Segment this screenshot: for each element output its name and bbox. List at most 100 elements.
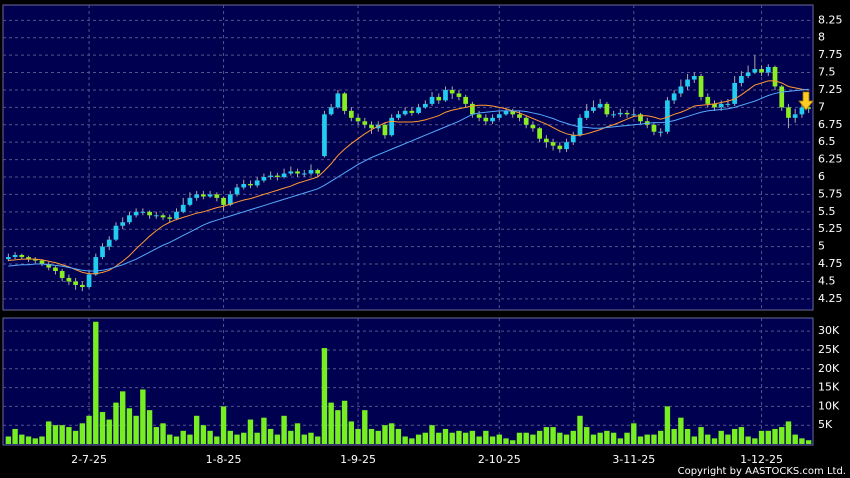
volume-bar — [261, 417, 267, 444]
volume-bar — [66, 427, 72, 444]
candle-body — [140, 211, 146, 213]
candle-body — [550, 142, 556, 146]
candle-body — [382, 124, 388, 136]
candle-body — [725, 103, 731, 105]
volume-bar — [395, 428, 402, 444]
volume-bar — [140, 389, 146, 444]
candle-body — [443, 89, 448, 101]
y-tick-label: 4.5 — [818, 274, 836, 287]
volume-bar — [691, 436, 698, 444]
volume-bar — [241, 432, 247, 444]
volume-bar — [86, 415, 92, 444]
volume-bar — [449, 432, 455, 444]
y-tick-label: 20K — [818, 362, 840, 375]
y-tick-label: 8.25 — [818, 13, 843, 26]
candle-body — [73, 281, 78, 285]
candle-body — [86, 274, 92, 288]
candle-body — [483, 117, 489, 122]
volume-bar — [247, 419, 254, 444]
volume-bar — [510, 440, 516, 444]
volume-bar — [610, 432, 617, 444]
candle-body — [698, 76, 704, 97]
candle-body — [322, 114, 327, 157]
candle-body — [463, 96, 469, 104]
candle-body — [113, 225, 119, 240]
candle-body — [631, 114, 637, 116]
candle-body — [275, 175, 280, 177]
candle-body — [678, 86, 684, 94]
copyright: Copyright by AASTOCKS.com Ltd. — [678, 466, 846, 477]
candle-body — [328, 107, 334, 115]
candle-body — [201, 194, 206, 197]
candle-body — [416, 107, 421, 113]
candle-body — [100, 246, 105, 258]
volume-bar — [543, 427, 550, 444]
y-tick-label: 30K — [818, 324, 840, 337]
volume-bar — [597, 432, 603, 444]
candle-body — [792, 114, 798, 118]
volume-bar — [167, 434, 173, 444]
candle-body — [409, 110, 415, 113]
volume-bar — [604, 430, 610, 444]
candle-body — [779, 86, 785, 108]
candle-body — [127, 215, 132, 223]
candle-body — [584, 110, 590, 118]
candle-body — [732, 82, 738, 104]
y-tick-label: 7.75 — [818, 48, 843, 61]
candle-body — [739, 76, 744, 83]
candle-body — [705, 96, 711, 104]
candle-body — [496, 114, 502, 118]
candle-body — [160, 215, 166, 218]
candle-body — [26, 257, 31, 260]
volume-bar — [462, 432, 469, 444]
volume-bar — [711, 438, 718, 444]
volume-bar — [382, 425, 388, 444]
candle-body — [557, 145, 563, 150]
volume-bar — [631, 423, 637, 444]
candle-body — [234, 187, 240, 195]
candle-body — [564, 142, 569, 150]
candle-body — [59, 271, 65, 278]
y-tick-label: 5 — [818, 240, 825, 253]
candle-body — [530, 124, 536, 129]
candle-body — [638, 114, 643, 122]
moving-average-line — [8, 88, 809, 272]
volume-bar — [355, 428, 361, 444]
candle-body — [342, 93, 347, 111]
volume-bar — [133, 415, 139, 444]
candle-body — [752, 69, 758, 73]
volume-bar — [153, 427, 160, 444]
candle-body — [611, 114, 616, 116]
candle-body — [187, 197, 193, 205]
volume-bar — [584, 427, 590, 444]
candle-body — [402, 110, 408, 115]
volume-bar — [409, 438, 415, 444]
volume-bar — [348, 421, 355, 444]
candle-body — [308, 170, 314, 174]
x-tick-label: 2-10-25 — [478, 453, 521, 466]
volume-bar — [52, 425, 59, 444]
candle-body — [315, 170, 321, 174]
x-tick-label: 3-11-25 — [612, 453, 655, 466]
volume-bar — [274, 434, 281, 444]
candle-body — [254, 180, 260, 186]
candle-body — [470, 103, 475, 115]
volume-bar — [745, 436, 751, 444]
volume-bar — [362, 410, 368, 444]
candle-body — [120, 222, 126, 226]
volume-bar — [429, 425, 435, 444]
candle-body — [436, 96, 442, 101]
candle-body — [261, 176, 267, 181]
volume-bar — [752, 438, 758, 444]
volume-bar — [93, 321, 99, 444]
volume-bar — [684, 428, 691, 444]
candle-body — [12, 254, 18, 258]
candle-body — [759, 69, 764, 73]
volume-bar — [799, 438, 805, 444]
volume-bar — [46, 421, 52, 444]
y-tick-label: 8 — [818, 31, 825, 44]
y-tick-label: 5.75 — [818, 187, 843, 200]
volume-bar — [705, 434, 711, 444]
candle-body — [301, 173, 307, 175]
volume-bar — [678, 417, 684, 444]
